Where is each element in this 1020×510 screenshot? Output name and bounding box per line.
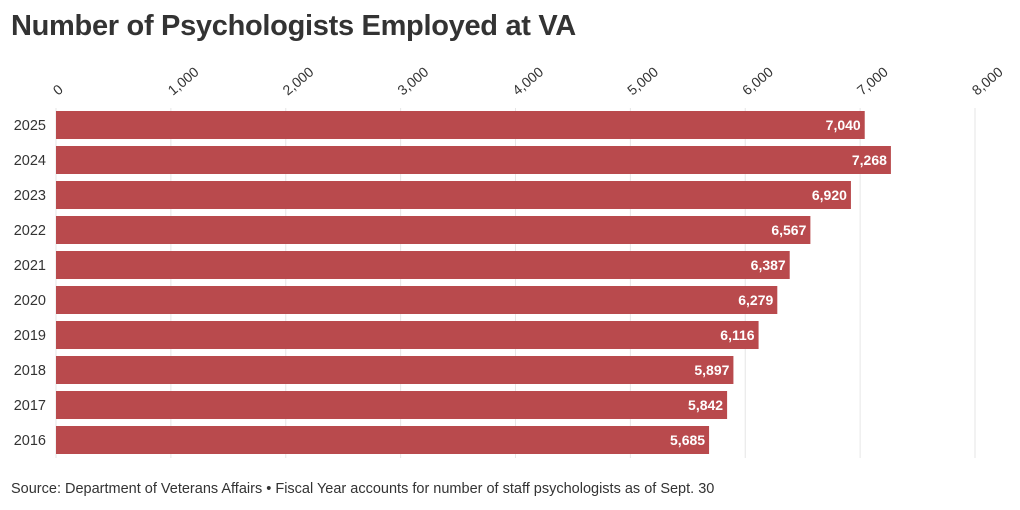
x-tick-label: 5,000 [624,63,661,98]
source-note: Source: Department of Veterans Affairs •… [11,481,715,497]
category-label: 2021 [14,258,46,274]
value-label: 5,842 [688,397,723,413]
x-tick-label: 8,000 [969,63,1006,98]
value-label: 6,920 [812,187,847,203]
bar-2019 [56,321,759,349]
bar-2022 [56,216,811,244]
bar-2021 [56,251,790,279]
bar-2024 [56,146,891,174]
x-tick-label: 0 [50,81,66,98]
value-label: 6,279 [738,292,773,308]
value-label: 5,897 [694,362,729,378]
x-axis-ticks: 0 1,000 2,000 3,000 4,000 5,000 6,000 7,000 8,00… [50,63,1006,98]
category-label: 2020 [14,293,46,309]
value-label: 7,268 [852,152,887,168]
bar-2017 [56,391,728,419]
value-label: 6,387 [751,257,786,273]
category-label: 2025 [14,118,46,134]
x-tick-label: 7,000 [854,63,891,98]
bar-2023 [56,181,851,209]
x-tick-label: 1,000 [165,63,202,98]
value-label: 6,116 [720,327,754,343]
category-label: 2017 [14,398,46,414]
x-tick-label: 3,000 [394,63,431,98]
x-tick-label: 2,000 [279,63,316,98]
y-axis-categories: 2025 2024 2023 2022 2021 2020 2019 2018 2017 2016 [14,118,46,449]
bars [56,111,891,454]
category-label: 2024 [14,153,46,169]
category-label: 2019 [14,328,46,344]
category-label: 2016 [14,433,46,449]
value-label: 5,685 [670,432,705,448]
bar-2018 [56,356,734,384]
value-label: 7,040 [826,117,861,133]
chart-title: Number of Psychologists Employed at VA [11,10,576,42]
x-tick-label: 6,000 [739,63,776,98]
bar-2025 [56,111,865,139]
bar-value-labels: 7,040 7,268 6,920 6,567 6,387 6,279 6,116 5,897… [670,117,887,448]
category-label: 2022 [14,223,46,239]
category-label: 2018 [14,363,46,379]
value-label: 6,567 [771,222,806,238]
x-tick-label: 4,000 [509,63,546,98]
bar-2020 [56,286,778,314]
category-label: 2023 [14,188,46,204]
bar-2016 [56,426,710,454]
